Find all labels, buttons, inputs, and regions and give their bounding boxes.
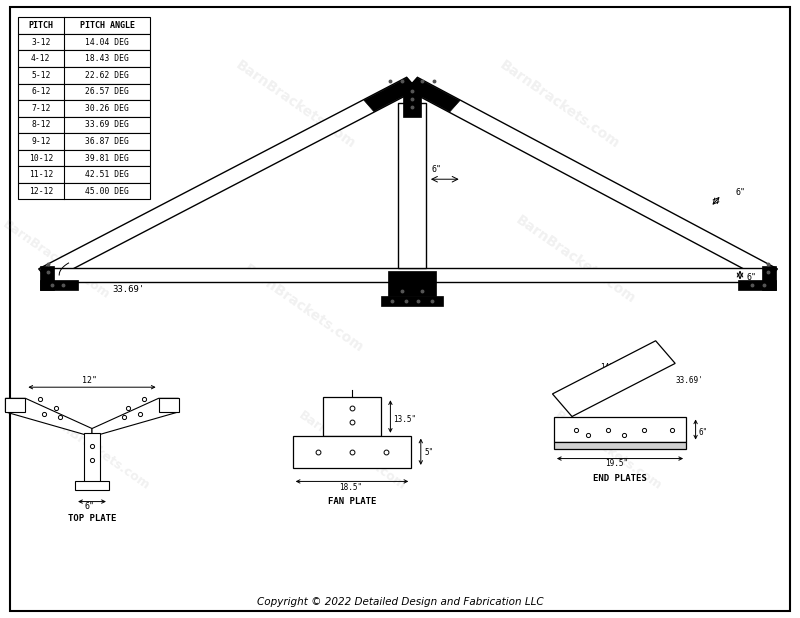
- Polygon shape: [158, 399, 178, 412]
- Text: 26.57 DEG: 26.57 DEG: [86, 87, 129, 96]
- Text: 39.81 DEG: 39.81 DEG: [86, 154, 129, 163]
- Bar: [381, 296, 443, 306]
- Text: 14": 14": [600, 363, 614, 372]
- Text: PITCH: PITCH: [28, 21, 54, 30]
- Text: 8-12: 8-12: [31, 121, 50, 129]
- Bar: [323, 397, 381, 436]
- Bar: [554, 417, 686, 442]
- Text: 45.00 DEG: 45.00 DEG: [86, 187, 129, 196]
- Text: 12": 12": [82, 376, 98, 386]
- Text: 42.51 DEG: 42.51 DEG: [86, 170, 129, 179]
- Text: 18.5": 18.5": [339, 483, 362, 492]
- Bar: [398, 103, 426, 268]
- Bar: [18, 166, 150, 183]
- Polygon shape: [6, 399, 92, 437]
- Bar: [40, 266, 54, 290]
- Text: 14.04 DEG: 14.04 DEG: [86, 38, 129, 46]
- Bar: [18, 51, 150, 67]
- Bar: [18, 34, 150, 51]
- Text: Copyright © 2022 Detailed Design and Fabrication LLC: Copyright © 2022 Detailed Design and Fab…: [257, 597, 543, 607]
- Bar: [84, 433, 100, 483]
- Text: 10-12: 10-12: [29, 154, 53, 163]
- Polygon shape: [407, 78, 460, 112]
- Text: BarnBrackets.com: BarnBrackets.com: [498, 58, 622, 152]
- Text: 6": 6": [431, 165, 442, 174]
- Text: BarnBrackets.com: BarnBrackets.com: [234, 58, 358, 152]
- Text: 6-12: 6-12: [31, 87, 50, 96]
- Text: BarnBrackets.com: BarnBrackets.com: [296, 409, 408, 493]
- Text: 30.26 DEG: 30.26 DEG: [86, 104, 129, 113]
- Bar: [18, 133, 150, 150]
- Text: 6": 6": [84, 502, 94, 511]
- Text: 36.87 DEG: 36.87 DEG: [86, 137, 129, 146]
- Bar: [18, 117, 150, 133]
- Bar: [40, 280, 78, 290]
- Polygon shape: [6, 399, 26, 412]
- Bar: [18, 183, 150, 200]
- Bar: [762, 266, 776, 290]
- Text: 6": 6": [699, 428, 708, 437]
- Bar: [18, 17, 150, 34]
- Text: BarnBrackets.com: BarnBrackets.com: [552, 409, 664, 493]
- Bar: [388, 271, 436, 296]
- Text: BarnBrackets.com: BarnBrackets.com: [0, 218, 112, 302]
- Text: FAN PLATE: FAN PLATE: [328, 497, 376, 506]
- Text: 6": 6": [736, 188, 746, 197]
- Text: 18.43 DEG: 18.43 DEG: [86, 54, 129, 63]
- Polygon shape: [406, 77, 778, 281]
- Text: 5-12: 5-12: [31, 71, 50, 80]
- Bar: [18, 150, 150, 166]
- Text: TOP PLATE: TOP PLATE: [68, 514, 116, 523]
- Text: 12-12: 12-12: [29, 187, 53, 196]
- Bar: [44, 268, 772, 282]
- Text: END PLATES: END PLATES: [593, 474, 647, 483]
- Text: 4-12: 4-12: [31, 54, 50, 63]
- Polygon shape: [38, 77, 418, 281]
- Text: BarnBrackets.com: BarnBrackets.com: [40, 409, 152, 493]
- Text: BarnBrackets.com: BarnBrackets.com: [514, 213, 638, 307]
- Text: 11-12: 11-12: [29, 170, 53, 179]
- Polygon shape: [553, 341, 675, 417]
- Text: 13.5": 13.5": [394, 415, 417, 425]
- Bar: [18, 67, 150, 83]
- Bar: [293, 436, 411, 468]
- Text: PITCH ANGLE: PITCH ANGLE: [80, 21, 134, 30]
- Text: 6": 6": [746, 273, 757, 282]
- Text: 5": 5": [424, 448, 434, 457]
- Text: 19.5": 19.5": [606, 459, 629, 468]
- Text: BarnBrackets.com: BarnBrackets.com: [242, 262, 366, 356]
- Text: 9-12: 9-12: [31, 137, 50, 146]
- Bar: [554, 442, 686, 449]
- Bar: [18, 83, 150, 100]
- Polygon shape: [364, 78, 417, 111]
- Text: 33.69': 33.69': [112, 286, 144, 294]
- Bar: [75, 481, 109, 491]
- Bar: [18, 100, 150, 117]
- Polygon shape: [92, 399, 178, 437]
- Text: 3-12: 3-12: [31, 38, 50, 46]
- Bar: [403, 83, 421, 117]
- Text: 33.69 DEG: 33.69 DEG: [86, 121, 129, 129]
- Text: 33.69': 33.69': [676, 376, 704, 384]
- Text: 22.62 DEG: 22.62 DEG: [86, 71, 129, 80]
- Text: 7-12: 7-12: [31, 104, 50, 113]
- Bar: [738, 280, 776, 290]
